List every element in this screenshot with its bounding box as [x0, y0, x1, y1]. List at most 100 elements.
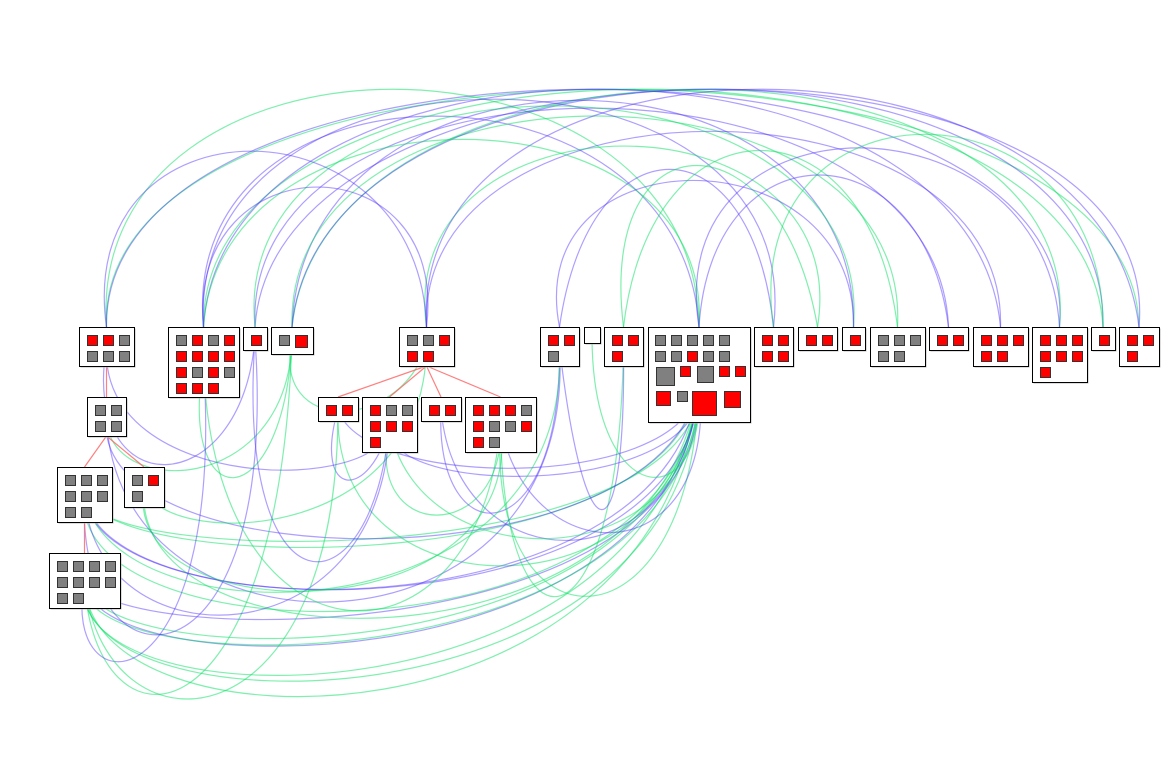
node-active[interactable] — [176, 367, 187, 378]
node-active[interactable] — [1013, 335, 1024, 346]
node-active[interactable] — [103, 335, 114, 346]
node-inactive[interactable] — [57, 577, 68, 588]
node-active[interactable] — [1040, 335, 1051, 346]
node-active[interactable] — [192, 383, 203, 394]
node-active[interactable] — [429, 405, 440, 416]
node-active[interactable] — [445, 405, 456, 416]
node-active[interactable] — [628, 335, 639, 346]
node-group[interactable] — [271, 327, 315, 356]
node-active[interactable] — [87, 335, 98, 346]
node-inactive[interactable] — [81, 491, 92, 502]
node-active[interactable] — [1056, 335, 1067, 346]
node-inactive[interactable] — [208, 335, 219, 346]
node-active[interactable] — [423, 351, 434, 362]
group-box[interactable] — [1119, 327, 1160, 367]
node-group[interactable] — [1119, 327, 1161, 368]
node-group[interactable] — [1032, 327, 1089, 384]
node-inactive[interactable] — [671, 335, 682, 346]
node-inactive[interactable] — [87, 351, 98, 362]
node-active[interactable] — [1072, 335, 1083, 346]
node-inactive[interactable] — [192, 367, 203, 378]
node-active[interactable] — [342, 405, 353, 416]
node-inactive[interactable] — [119, 351, 130, 362]
group-box[interactable] — [540, 327, 580, 367]
node-group[interactable] — [243, 327, 269, 352]
group-box[interactable] — [584, 327, 601, 344]
node-active[interactable] — [489, 405, 500, 416]
node-active[interactable] — [251, 335, 262, 346]
node-inactive[interactable] — [703, 351, 714, 362]
node-inactive[interactable] — [719, 351, 730, 362]
node-inactive[interactable] — [910, 335, 921, 346]
node-active[interactable] — [473, 421, 484, 432]
node-active[interactable] — [326, 405, 337, 416]
node-active[interactable] — [521, 421, 532, 432]
node-inactive[interactable] — [73, 561, 84, 572]
node-inactive[interactable] — [656, 367, 675, 386]
group-box[interactable] — [124, 467, 165, 508]
node-group[interactable] — [57, 467, 114, 524]
node-group[interactable] — [362, 397, 419, 454]
node-inactive[interactable] — [95, 421, 106, 432]
node-inactive[interactable] — [894, 335, 905, 346]
node-active[interactable] — [735, 366, 746, 377]
node-active[interactable] — [778, 335, 789, 346]
node-active[interactable] — [997, 351, 1008, 362]
node-group[interactable] — [124, 467, 166, 509]
node-inactive[interactable] — [132, 475, 143, 486]
node-active[interactable] — [1127, 351, 1138, 362]
node-inactive[interactable] — [878, 351, 889, 362]
node-inactive[interactable] — [73, 577, 84, 588]
node-active[interactable] — [295, 335, 308, 348]
node-inactive[interactable] — [105, 577, 116, 588]
node-active[interactable] — [762, 351, 773, 362]
node-active[interactable] — [1143, 335, 1154, 346]
node-inactive[interactable] — [73, 593, 84, 604]
node-active[interactable] — [148, 475, 159, 486]
node-active[interactable] — [953, 335, 964, 346]
node-group[interactable] — [870, 327, 927, 368]
node-inactive[interactable] — [97, 475, 108, 486]
node-inactive[interactable] — [655, 335, 666, 346]
node-inactive[interactable] — [97, 491, 108, 502]
node-inactive[interactable] — [655, 351, 666, 362]
group-box[interactable] — [604, 327, 644, 367]
node-inactive[interactable] — [671, 351, 682, 362]
node-active[interactable] — [370, 405, 381, 416]
node-inactive[interactable] — [505, 421, 516, 432]
node-inactive[interactable] — [81, 475, 92, 486]
node-active[interactable] — [224, 351, 235, 362]
node-active[interactable] — [997, 335, 1008, 346]
node-group[interactable] — [318, 397, 360, 423]
node-group[interactable] — [584, 327, 602, 345]
node-inactive[interactable] — [423, 335, 434, 346]
node-inactive[interactable] — [95, 405, 106, 416]
node-group[interactable] — [49, 553, 122, 610]
node-active[interactable] — [981, 351, 992, 362]
node-group[interactable] — [754, 327, 795, 368]
node-active[interactable] — [724, 391, 741, 408]
node-group[interactable] — [540, 327, 581, 368]
node-active[interactable] — [981, 335, 992, 346]
node-group[interactable] — [1091, 327, 1117, 352]
node-active[interactable] — [762, 335, 773, 346]
node-active[interactable] — [192, 351, 203, 362]
node-group[interactable] — [168, 327, 241, 399]
node-active[interactable] — [176, 383, 187, 394]
node-active[interactable] — [937, 335, 948, 346]
node-group[interactable] — [421, 397, 463, 423]
node-active[interactable] — [192, 335, 203, 346]
node-active[interactable] — [473, 405, 484, 416]
node-active[interactable] — [692, 391, 717, 416]
node-inactive[interactable] — [224, 367, 235, 378]
node-active[interactable] — [407, 351, 418, 362]
node-active[interactable] — [505, 405, 516, 416]
node-active[interactable] — [612, 351, 623, 362]
node-active[interactable] — [176, 351, 187, 362]
node-active[interactable] — [656, 391, 671, 406]
node-group[interactable] — [929, 327, 970, 352]
node-inactive[interactable] — [687, 335, 698, 346]
node-inactive[interactable] — [111, 421, 122, 432]
node-group[interactable] — [842, 327, 867, 352]
node-inactive[interactable] — [89, 577, 100, 588]
